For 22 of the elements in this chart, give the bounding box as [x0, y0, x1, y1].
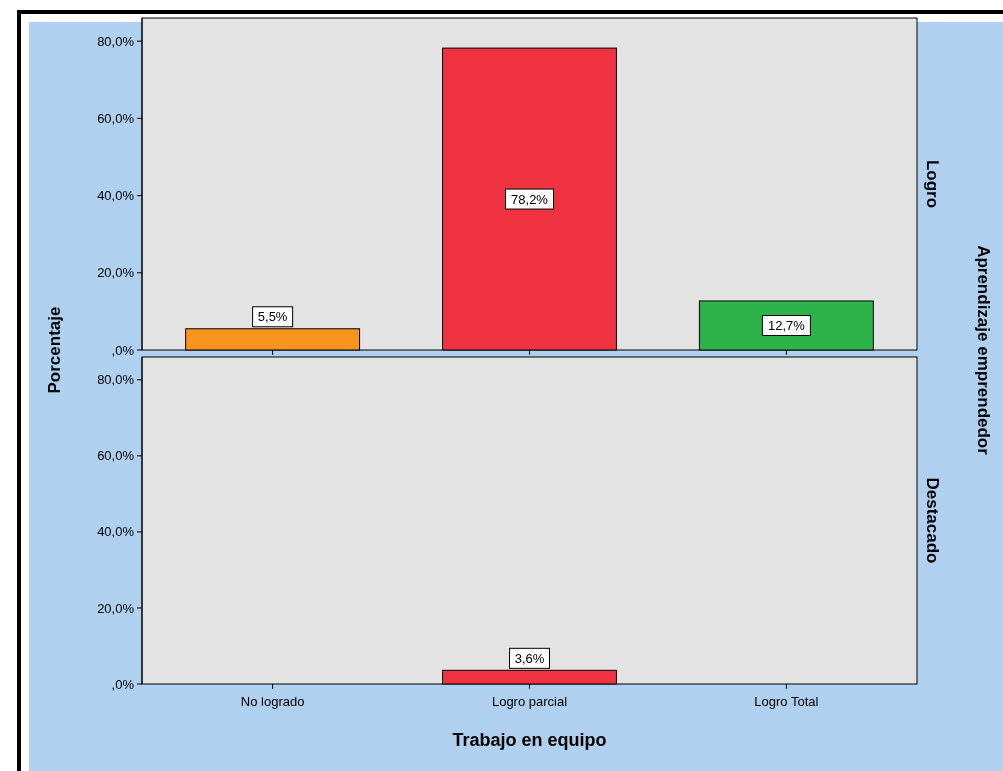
data-label: 3,6%	[514, 650, 545, 666]
data-label: 5,5%	[257, 309, 288, 325]
y-tick-label: 40,0%	[97, 524, 135, 540]
text: Logro	[923, 159, 942, 209]
x-tick-label: Logro Total	[754, 694, 819, 709]
data-label: 78,2%	[511, 191, 549, 207]
text: Destacado	[923, 477, 942, 564]
y-axis-title: Porcentaje	[45, 306, 64, 394]
data-label: 12,7%	[767, 318, 806, 334]
x-axis-title: Trabajo en equipo	[452, 730, 607, 750]
y-tick-label: 20,0%	[97, 600, 135, 616]
y-tick-label: 60,0%	[97, 448, 135, 464]
y-tick-label: 20,0%	[97, 265, 135, 281]
y-tick-label: 40,0%	[97, 188, 135, 204]
x-tick-label: Logro parcial	[491, 694, 568, 709]
y-tick-label: 60,0%	[97, 110, 135, 126]
y-tick-label: ,0%	[111, 342, 135, 358]
y-tick-label: 80,0%	[97, 33, 135, 49]
text: Aprendizaje emprendedor	[974, 245, 993, 456]
y-tick-label: ,0%	[111, 676, 135, 692]
y-tick-label: 80,0%	[97, 372, 135, 388]
x-tick-label: No logrado	[240, 694, 305, 709]
